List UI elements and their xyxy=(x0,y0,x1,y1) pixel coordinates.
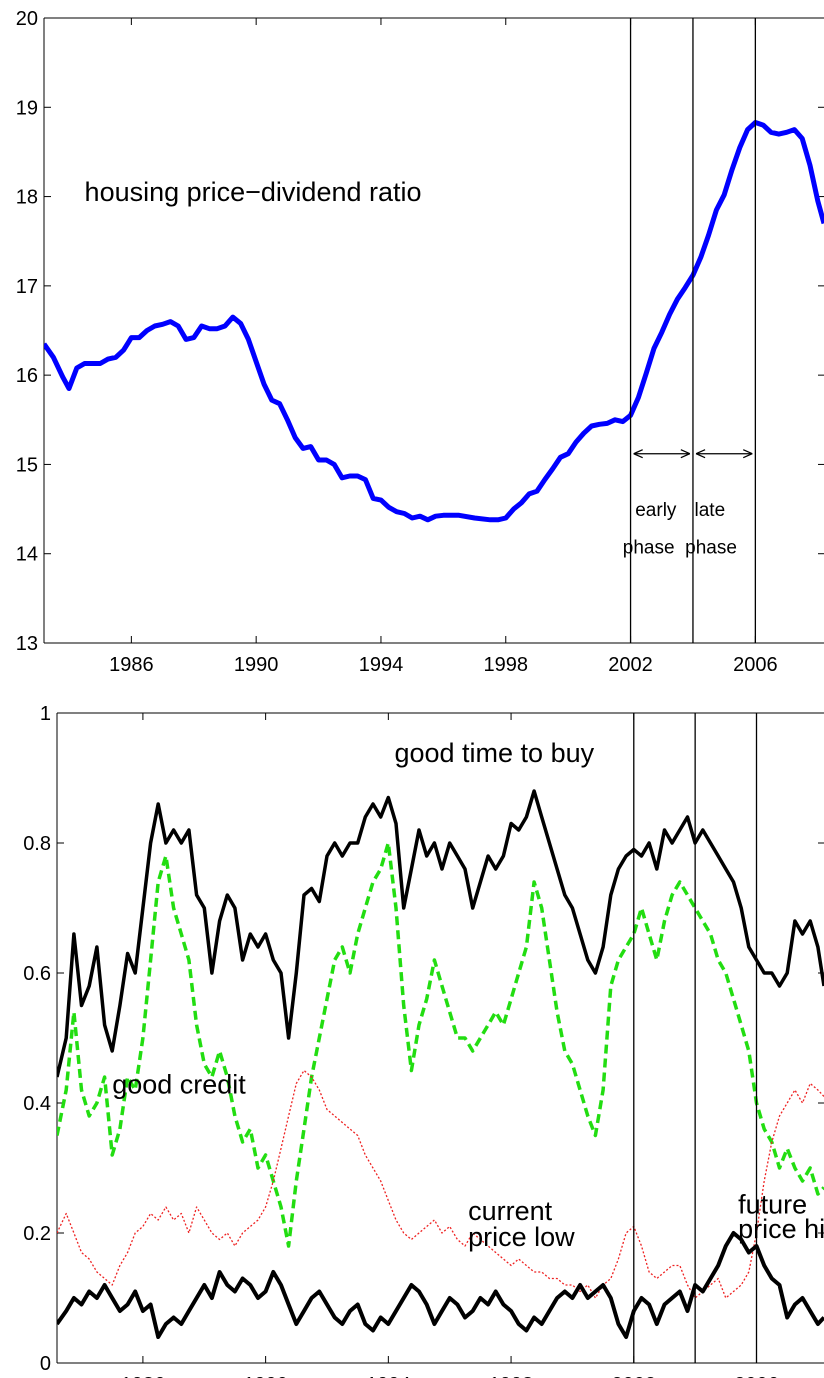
x-tick-label: 1990 xyxy=(243,1374,288,1378)
x-tick-label: 1986 xyxy=(109,654,154,676)
y-tick-label: 20 xyxy=(16,8,38,30)
x-tick-label: 1994 xyxy=(359,654,404,676)
x-tick-label: 1994 xyxy=(366,1374,411,1378)
y-tick-label: 16 xyxy=(16,365,38,387)
x-tick-label: 2006 xyxy=(733,654,778,676)
series-line xyxy=(44,120,824,523)
annotation-label: late xyxy=(695,500,726,521)
series-line xyxy=(57,1231,824,1339)
annotation-label: phase xyxy=(623,538,675,559)
annotation-label: current xyxy=(468,1196,553,1226)
x-tick-label: 1986 xyxy=(121,1374,166,1378)
y-tick-label: 0.8 xyxy=(23,833,51,855)
y-tick-label: 14 xyxy=(16,544,38,566)
y-tick-label: 13 xyxy=(16,633,38,655)
annotation-label: housing price−dividend ratio xyxy=(85,177,422,207)
annotation-label: phase xyxy=(685,538,737,559)
y-tick-label: 18 xyxy=(16,187,38,209)
series-line xyxy=(57,1069,824,1299)
x-tick-label: 2002 xyxy=(612,1374,657,1378)
y-tick-label: 1 xyxy=(40,703,51,725)
annotation-label: price high xyxy=(738,1214,824,1244)
arrow-head-left xyxy=(695,449,706,459)
housing-price-dividend-panel: 13 14 15 16 17 18 19 20 1986 1990 1994 1998 2002 2006… xyxy=(16,8,824,676)
y-tick-label: 0 xyxy=(40,1353,51,1375)
series-group xyxy=(57,789,824,1339)
y-tick-label: 17 xyxy=(16,276,38,298)
x-tick-label: 2002 xyxy=(608,654,653,676)
y-tick-label: 0.2 xyxy=(23,1223,51,1245)
y-tick-label: 19 xyxy=(16,97,38,119)
series-group xyxy=(44,120,824,523)
y-tick-label: 15 xyxy=(16,454,38,476)
series-line xyxy=(57,841,824,1248)
arrow-head-right xyxy=(742,449,753,459)
x-tick-label: 1998 xyxy=(484,654,529,676)
annotation-label: good credit xyxy=(112,1069,246,1099)
annotation-label: good time to buy xyxy=(394,738,594,768)
annotation-label: price low xyxy=(468,1222,575,1252)
survey-sentiment-panel: 0 0.2 0.4 0.6 0.8 1 1986 1990 1994 1998 2002 2006 go… xyxy=(23,703,824,1378)
x-tick-label: 2006 xyxy=(734,1374,779,1378)
x-tick-label: 1990 xyxy=(234,654,279,676)
annotation-label: early xyxy=(635,500,677,521)
arrow-head-right xyxy=(680,449,691,459)
arrow-head-left xyxy=(633,449,643,459)
series-line xyxy=(57,789,824,1078)
annotation-label: future xyxy=(738,1190,807,1220)
y-tick-label: 0.6 xyxy=(23,963,51,985)
y-tick-label: 0.4 xyxy=(23,1093,51,1115)
x-tick-label: 1998 xyxy=(489,1374,534,1378)
